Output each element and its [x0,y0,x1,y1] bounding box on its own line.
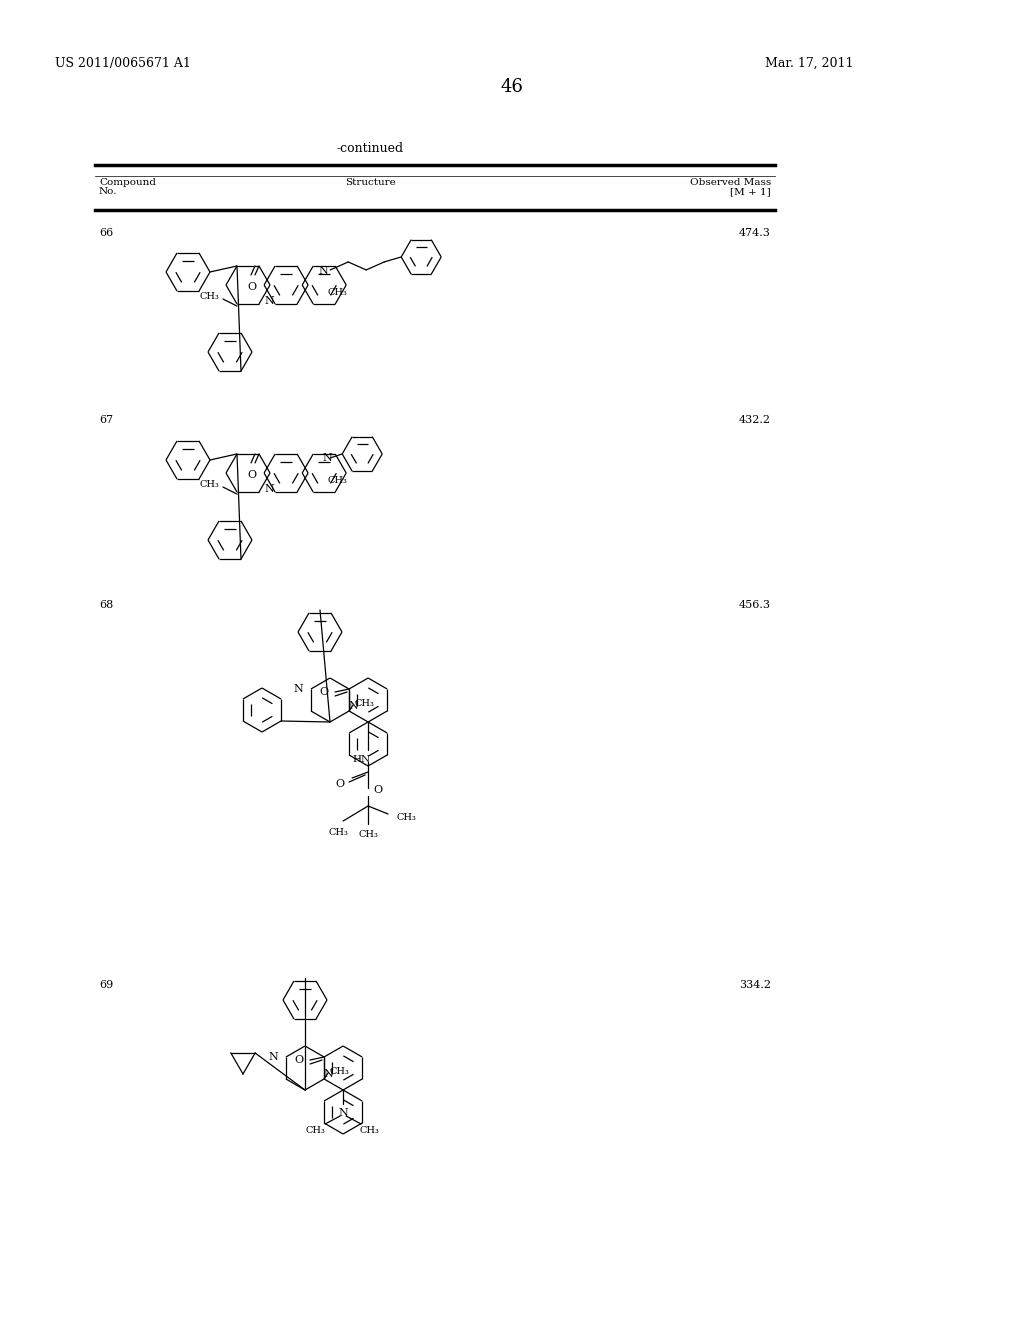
Text: CH₃: CH₃ [199,479,219,488]
Text: O: O [247,470,256,480]
Text: N: N [264,296,274,306]
Text: 68: 68 [99,601,114,610]
Text: O: O [373,785,382,795]
Text: CH₃: CH₃ [199,292,219,301]
Text: -continued: -continued [337,143,403,154]
Text: No.: No. [99,187,118,195]
Text: 66: 66 [99,228,114,238]
Text: [M + 1]: [M + 1] [730,187,771,195]
Text: CH₃: CH₃ [328,288,347,297]
Text: CH₃: CH₃ [358,830,378,840]
Text: Mar. 17, 2011: Mar. 17, 2011 [765,57,853,70]
Text: CH₃: CH₃ [328,828,348,837]
Text: O: O [335,779,344,789]
Text: CH₃: CH₃ [354,698,374,708]
Text: CH₃: CH₃ [305,1126,325,1135]
Text: CH₃: CH₃ [329,1067,349,1076]
Text: O: O [247,282,256,292]
Text: N: N [324,1069,333,1078]
Text: N: N [318,265,328,276]
Text: 474.3: 474.3 [739,228,771,238]
Text: N: N [348,701,358,711]
Text: CH₃: CH₃ [359,1126,379,1135]
Text: 67: 67 [99,414,113,425]
Text: Observed Mass: Observed Mass [690,178,771,187]
Text: 69: 69 [99,979,114,990]
Text: 456.3: 456.3 [739,601,771,610]
Text: Structure: Structure [345,178,395,187]
Text: CH₃: CH₃ [396,813,416,822]
Text: CH₃: CH₃ [328,477,347,484]
Text: N: N [323,453,332,463]
Text: HN: HN [352,755,371,764]
Text: N: N [293,684,303,694]
Text: O: O [318,686,328,697]
Text: 334.2: 334.2 [739,979,771,990]
Text: Compound: Compound [99,178,156,187]
Text: N: N [268,1052,278,1063]
Text: US 2011/0065671 A1: US 2011/0065671 A1 [55,57,190,70]
Text: N: N [338,1107,348,1118]
Text: N: N [264,484,274,494]
Text: 432.2: 432.2 [739,414,771,425]
Text: 46: 46 [501,78,523,96]
Text: O: O [294,1055,303,1065]
